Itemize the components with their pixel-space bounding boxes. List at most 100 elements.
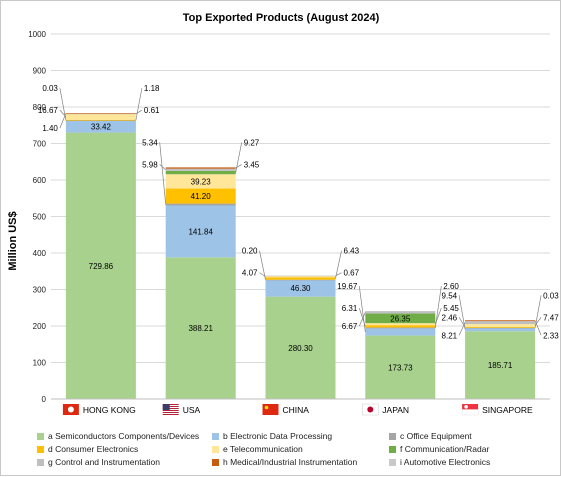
callout-line — [259, 250, 266, 280]
bar-segment — [65, 113, 136, 115]
callout-line — [59, 113, 67, 129]
hong-kong-flag-icon — [62, 404, 79, 415]
data-label: 0.03 — [42, 84, 58, 93]
flag-stripe — [162, 410, 179, 411]
y-tick-label: 0 — [42, 395, 47, 404]
bar-segment — [65, 113, 136, 114]
bar-segment — [165, 167, 236, 169]
y-tick-label: 300 — [33, 286, 47, 295]
y-tick-label: 1000 — [28, 30, 46, 39]
callout-line — [458, 322, 466, 336]
legend-item: f Communication/Radar — [389, 444, 489, 454]
y-axis-ticks: 0 100 200 300 400 500 600 700 800 900 1000 — [28, 30, 46, 404]
legend-swatch — [37, 445, 44, 453]
data-label: 6.31 — [342, 304, 358, 313]
legend-item: d Consumer Electronics — [37, 444, 138, 454]
bar-segment — [65, 113, 136, 120]
bars — [65, 113, 536, 399]
flag-canton — [162, 404, 170, 410]
y-tick-label: 600 — [33, 176, 47, 185]
flag-emblem — [67, 406, 74, 413]
data-label: 39.23 — [191, 177, 212, 186]
chart-title: Top Exported Products (August 2024) — [183, 12, 380, 24]
data-label: 729.86 — [89, 262, 114, 271]
bar-segment — [365, 328, 436, 336]
data-label: 280.30 — [288, 344, 313, 353]
legend-label: e Telecommunication — [223, 444, 303, 454]
flag-field — [162, 404, 179, 415]
legend-item: h Medical/Industrial Instrumentation — [212, 457, 357, 467]
data-label: 0.67 — [344, 269, 360, 278]
legend-label: d Consumer Electronics — [48, 444, 139, 454]
bar-segment — [265, 296, 336, 399]
legend-label: g Control and Instrumentation — [48, 457, 160, 467]
bar-segment — [165, 170, 236, 175]
callout-line — [358, 308, 366, 327]
data-label: 2.60 — [443, 282, 459, 291]
legend-label: a Semiconductors Components/Devices — [48, 431, 200, 441]
legend-item: b Electronic Data Processing — [212, 431, 332, 441]
china-flag-icon — [262, 404, 279, 415]
bar-segment — [265, 279, 336, 297]
y-tick-label: 800 — [33, 103, 47, 112]
x-tick-label: SINGAPORE — [482, 405, 533, 415]
data-label: 0.61 — [144, 106, 160, 115]
data-label: 2.46 — [442, 313, 458, 322]
legend-swatch — [212, 445, 219, 453]
bar-segment — [465, 331, 536, 399]
flag-bottom — [461, 409, 479, 416]
legend-swatch — [389, 458, 396, 466]
callout-line — [159, 142, 167, 205]
x-tick-label: JAPAN — [382, 405, 409, 415]
x-tick-label: HONG KONG — [83, 405, 136, 415]
data-label: 3.45 — [244, 160, 260, 169]
data-label: 2.33 — [543, 331, 559, 340]
data-label: 0.20 — [242, 247, 258, 256]
flag-stripe — [162, 406, 179, 407]
bar-segment — [265, 277, 336, 280]
data-labels: 729.86 33.42 0.03 1.18 16.67 0.61 1.40 388.21 14… — [38, 84, 559, 372]
callout-line — [335, 250, 342, 279]
data-label: 5.34 — [142, 138, 158, 147]
y-tick-label: 900 — [33, 67, 47, 76]
callout-line — [358, 312, 366, 327]
legend-swatch — [212, 458, 219, 466]
bar-segment — [365, 325, 436, 328]
data-label: 4.07 — [242, 269, 258, 278]
bar-segment — [365, 335, 436, 399]
y-tick-label: 500 — [33, 213, 47, 222]
flag-stripe — [162, 408, 179, 409]
data-label: 41.20 — [191, 192, 212, 201]
y-tick-label: 100 — [33, 359, 47, 368]
x-axis: HONG KONG USA CHINA JAPAN SINGAPORE — [51, 398, 550, 416]
data-label: 26.35 — [390, 314, 411, 323]
y-tick-label: 400 — [33, 249, 47, 258]
data-label: 9.54 — [442, 291, 458, 300]
bar-segment — [65, 120, 136, 121]
legend-item: g Control and Instrumentation — [37, 457, 160, 467]
legend-item: c Office Equipment — [389, 431, 472, 441]
data-label: 6.43 — [344, 247, 360, 256]
singapore-flag-icon — [461, 404, 479, 416]
data-label: 141.84 — [188, 227, 213, 236]
data-label: 6.67 — [342, 322, 358, 331]
callout-line — [458, 295, 466, 330]
legend-swatch — [389, 445, 396, 453]
bar-segment — [165, 203, 236, 206]
bar-segment — [365, 313, 436, 324]
flag-stripe — [162, 404, 179, 405]
legend-swatch — [37, 432, 44, 440]
legend-label: b Electronic Data Processing — [223, 431, 333, 441]
data-label: 1.18 — [144, 84, 160, 93]
callout-line — [135, 88, 143, 121]
y-tick-label: 200 — [33, 322, 47, 331]
callout-line — [235, 142, 243, 173]
data-label: 9.27 — [244, 138, 260, 147]
legend-item: a Semiconductors Components/Devices — [37, 431, 199, 441]
bar-segment — [165, 257, 236, 399]
flag-star — [264, 405, 269, 410]
x-tick-label: CHINA — [283, 405, 310, 415]
data-label: 16.67 — [38, 106, 59, 115]
data-label: 388.21 — [188, 324, 213, 333]
